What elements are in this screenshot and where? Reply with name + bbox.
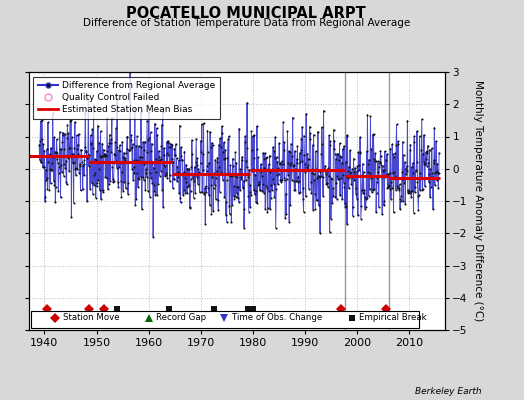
Text: 1990: 1990: [291, 338, 319, 348]
Text: Station Move: Station Move: [63, 313, 119, 322]
Text: Difference of Station Temperature Data from Regional Average: Difference of Station Temperature Data f…: [83, 18, 410, 28]
Bar: [31, 311, 419, 328]
Text: 1960: 1960: [135, 338, 162, 348]
Text: 2000: 2000: [343, 338, 371, 348]
Text: Time of Obs. Change: Time of Obs. Change: [232, 313, 322, 322]
Text: 1940: 1940: [30, 338, 59, 348]
Text: 1980: 1980: [238, 338, 267, 348]
Text: Record Gap: Record Gap: [156, 313, 206, 322]
Text: Berkeley Earth: Berkeley Earth: [416, 387, 482, 396]
Text: POCATELLO MUNICIPAL ARPT: POCATELLO MUNICIPAL ARPT: [126, 6, 366, 21]
Text: 2010: 2010: [395, 338, 423, 348]
Text: 1970: 1970: [187, 338, 215, 348]
Text: Empirical Break: Empirical Break: [359, 313, 427, 322]
Legend: Difference from Regional Average, Quality Control Failed, Estimated Station Mean: Difference from Regional Average, Qualit…: [34, 76, 220, 119]
Y-axis label: Monthly Temperature Anomaly Difference (°C): Monthly Temperature Anomaly Difference (…: [473, 80, 483, 322]
Text: 1950: 1950: [82, 338, 111, 348]
